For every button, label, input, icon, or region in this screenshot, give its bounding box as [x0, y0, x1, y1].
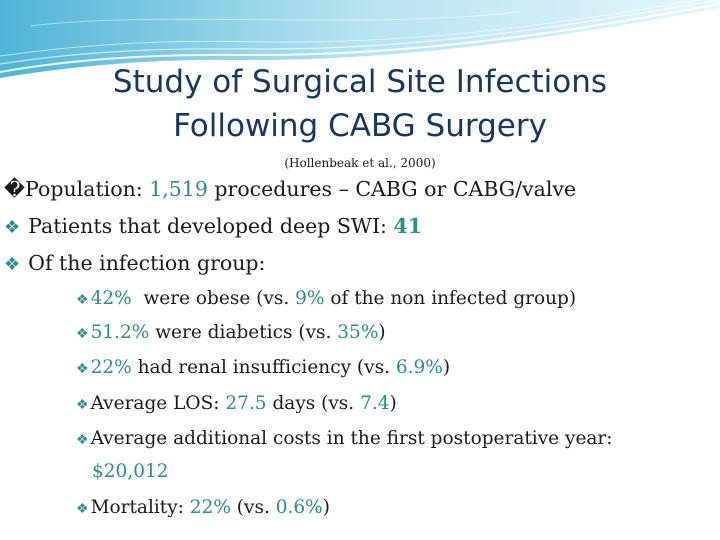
sub-bullet-costs: ❖ Average additional costs in the first p…: [76, 428, 613, 449]
bullet-text: Population:: [25, 177, 150, 201]
diamond-bullet-icon: ❖: [76, 397, 89, 413]
diamond-bullet-icon: ❖: [76, 432, 89, 448]
diabetics-comparison-value: 35%: [337, 322, 379, 343]
diamond-bullet-icon: ❖: [76, 501, 89, 517]
title-line-1: Study of Surgical Site Infections: [112, 64, 608, 100]
swi-count-value: 41: [393, 214, 423, 238]
bullet-text: Average LOS:: [90, 393, 226, 414]
costs-value: $20,012: [92, 461, 169, 482]
renal-comparison-value: 6.9%: [395, 357, 443, 378]
los-value: 27.5: [225, 393, 267, 414]
bullet-text: days (vs.: [266, 393, 361, 414]
diamond-bullet-icon: ❖: [76, 326, 89, 342]
bullet-text: had renal insufficiency (vs.: [131, 357, 396, 378]
bullet-text: ): [378, 322, 386, 343]
los-comparison-value: 7.4: [360, 393, 390, 414]
slide-title: Study of Surgical Site Infections Follow…: [40, 60, 680, 148]
bullet-text: Mortality:: [90, 497, 190, 518]
citation: (Hollenbeak et al., 2000): [284, 156, 436, 170]
costs-value-line: $20,012: [92, 461, 169, 482]
diamond-bullet-icon: ❖: [4, 217, 21, 238]
obese-value: 42%: [90, 288, 132, 309]
bullet-text: ): [322, 497, 330, 518]
sub-bullet-diabetics: ❖ 51.2% were diabetics (vs. 35%): [76, 322, 386, 343]
title-line-2: Following CABG Surgery: [173, 108, 547, 144]
bullet-text: Of the infection group:: [28, 251, 266, 275]
bullet-infection-group: ❖ Of the infection group:: [4, 251, 265, 275]
sub-bullet-obese: ❖ 42% were obese (vs. 9% of the non infec…: [76, 288, 576, 309]
bullet-text: procedures – CABG or CABG/valve: [207, 177, 577, 201]
diamond-bullet-icon: ❖: [4, 254, 21, 275]
bullet-text: Average additional costs in the first po…: [90, 428, 613, 449]
bullet-deep-swi: ❖ Patients that developed deep SWI: 41: [4, 214, 422, 238]
decorative-wave-header: [0, 0, 720, 78]
bullet-text: of the non infected group): [324, 288, 577, 309]
obese-comparison-value: 9%: [295, 288, 325, 309]
mortality-value: 22%: [189, 497, 231, 518]
diamond-bullet-icon: ❖: [76, 361, 89, 377]
diabetics-value: 51.2%: [90, 322, 150, 343]
sub-bullet-los: ❖ Average LOS: 27.5 days (vs. 7.4): [76, 393, 397, 414]
sub-bullet-mortality: ❖ Mortality: 22% (vs. 0.6%): [76, 497, 330, 518]
diamond-bullet-icon: ❖: [76, 292, 89, 308]
population-value: 1,519: [149, 177, 208, 201]
missing-glyph-icon: �: [4, 177, 26, 201]
bullet-text: (vs.: [230, 497, 276, 518]
bullet-text: ): [389, 393, 397, 414]
sub-bullet-renal: ❖ 22% had renal insufficiency (vs. 6.9%): [76, 357, 450, 378]
mortality-comparison-value: 0.6%: [275, 497, 323, 518]
bullet-text: Patients that developed deep SWI:: [28, 214, 394, 238]
bullet-text: were obese (vs.: [131, 288, 296, 309]
bullet-text: were diabetics (vs.: [149, 322, 338, 343]
renal-value: 22%: [90, 357, 132, 378]
bullet-text: ): [442, 357, 451, 378]
bullet-population: �Population: 1,519 procedures – CABG or …: [4, 177, 576, 201]
